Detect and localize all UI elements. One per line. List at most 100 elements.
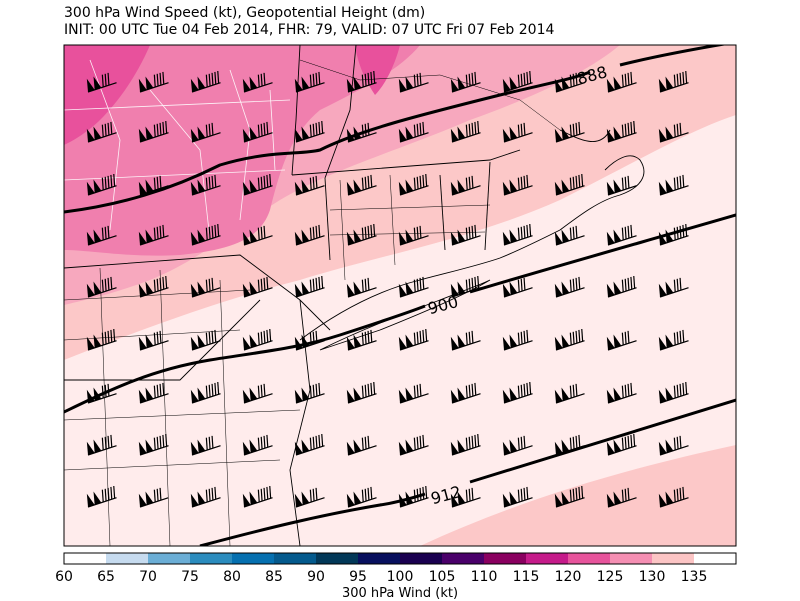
map-title: 300 hPa Wind Speed (kt), Geopotential He…: [64, 5, 426, 21]
wind-barb-icon: [86, 225, 117, 246]
wind-barb-icon: [606, 175, 637, 196]
wind-barb-icon: [658, 381, 689, 404]
wind-barb-icon: [502, 435, 533, 456]
map-subtitle: INIT: 00 UTC Tue 04 Feb 2014, FHR: 79, V…: [64, 22, 555, 38]
colorbar-tick-label: 110: [471, 569, 498, 585]
wind-barb-icon: [242, 276, 273, 298]
wind-barb-icon: [554, 121, 585, 143]
wind-barb-icon: [138, 433, 169, 456]
colorbar-swatch: [442, 553, 485, 564]
state-borders: [64, 45, 521, 546]
colorbar-swatch: [274, 553, 317, 564]
wind-barb-icon: [502, 486, 533, 508]
wind-barb-icon: [242, 173, 273, 196]
wind-barb-icon: [242, 434, 273, 456]
wind-barb-icon: [450, 487, 481, 508]
wind-barb-icon: [294, 487, 325, 508]
wind-barb-icon: [502, 381, 533, 404]
colorbar-swatch: [316, 553, 359, 564]
wind-barb-icon: [554, 225, 585, 246]
colorbar-swatch: [358, 553, 401, 564]
wind-barb-icon: [346, 223, 377, 246]
wind-barb-icon: [606, 71, 637, 93]
wind-barb-icon: [658, 277, 689, 298]
wind-barb-icon: [346, 122, 377, 143]
wind-barb-icon: [554, 173, 585, 196]
wind-barb-icon: [138, 175, 169, 196]
colorbar-swatch: [106, 553, 149, 564]
colorbar-tick-label: 125: [597, 569, 624, 585]
wind-barb-icon: [242, 383, 273, 404]
wind-barb-icon: [606, 275, 637, 298]
wind-barb-icon: [450, 330, 481, 351]
colorbar-swatch: [148, 553, 191, 564]
colorbar-tick-label: 105: [429, 569, 456, 585]
wind-barb-icon: [658, 435, 689, 456]
wind-barb-icon: [190, 122, 221, 143]
wind-barb-icon: [294, 382, 325, 404]
colorbar-tick-label: 135: [681, 569, 708, 585]
wind-barb-icon: [346, 174, 377, 196]
colorbar-tick-label: 120: [555, 569, 582, 585]
wind-barb-icon: [86, 485, 117, 508]
wind-barb-icon: [242, 72, 273, 93]
colorbar-swatch: [652, 553, 695, 564]
colorbar-tick-label: 80: [223, 569, 241, 585]
colorbar-swatch: [610, 553, 653, 564]
wind-barb-icon: [346, 486, 377, 508]
colorbar-swatch: [64, 553, 107, 564]
colorbar-swatch: [568, 553, 611, 564]
wind-barb-icon: [294, 224, 325, 246]
wind-barb-icon: [554, 72, 585, 93]
wind-barb-icon: [138, 487, 169, 508]
wind-barb-icon: [606, 224, 637, 246]
colorbar-tick-label: 100: [387, 569, 414, 585]
wind-barb-icon: [86, 72, 117, 93]
fill-band-105: [64, 45, 150, 145]
wind-barb-icon: [190, 174, 221, 196]
wind-barb-icon: [658, 223, 689, 246]
map-frame: [63, 44, 737, 547]
colorbar-tick-label: 60: [55, 569, 73, 585]
fill-band-se: [420, 445, 736, 546]
wind-barb-icon: [398, 383, 429, 404]
wind-barb-icon: [190, 486, 221, 508]
wind-barb-icon: [398, 72, 429, 93]
wind-barb-icon: [606, 433, 637, 456]
wind-barb-icon: [450, 382, 481, 404]
wind-barbs: [86, 70, 689, 508]
wind-barb-icon: [242, 121, 273, 143]
wind-barb-icon: [346, 381, 377, 404]
wind-barb-icon: [138, 120, 169, 143]
wind-barb-icon: [346, 70, 377, 93]
wind-barb-icon: [86, 328, 117, 351]
colorbar-tick-label: 75: [181, 569, 199, 585]
colorbar-tick-label: 70: [139, 569, 157, 585]
height-contours: [64, 45, 736, 546]
wind-barb-icon: [502, 70, 533, 93]
wind-barb-icon: [398, 276, 429, 298]
wind-barb-icon: [138, 275, 169, 298]
wind-barb-icon: [86, 383, 117, 404]
wind-barb-icon: [606, 120, 637, 143]
colorbar-tick-label: 65: [97, 569, 115, 585]
wind-barb-icon: [554, 328, 585, 351]
wind-barb-icon: [86, 121, 117, 143]
wind-barb-icon: [346, 329, 377, 351]
wind-barb-icon: [346, 277, 377, 298]
wind-barb-icon: [190, 277, 221, 298]
wind-barb-icon: [606, 382, 637, 404]
wind-barb-icon: [502, 122, 533, 143]
colorbar-tick-label: 90: [307, 569, 325, 585]
wind-barb-icon: [606, 487, 637, 508]
wind-barb-icon: [190, 329, 221, 351]
wind-barb-icon: [190, 70, 221, 93]
wind-barb-icon: [294, 175, 325, 196]
wind-barb-icon: [294, 433, 325, 456]
wind-barb-icon: [398, 121, 429, 143]
wind-barb-icon: [450, 224, 481, 246]
wind-barb-icon: [398, 328, 429, 351]
wind-barb-icon: [138, 330, 169, 351]
wind-barb-icon: [606, 330, 637, 351]
wind-barb-icon: [450, 120, 481, 143]
